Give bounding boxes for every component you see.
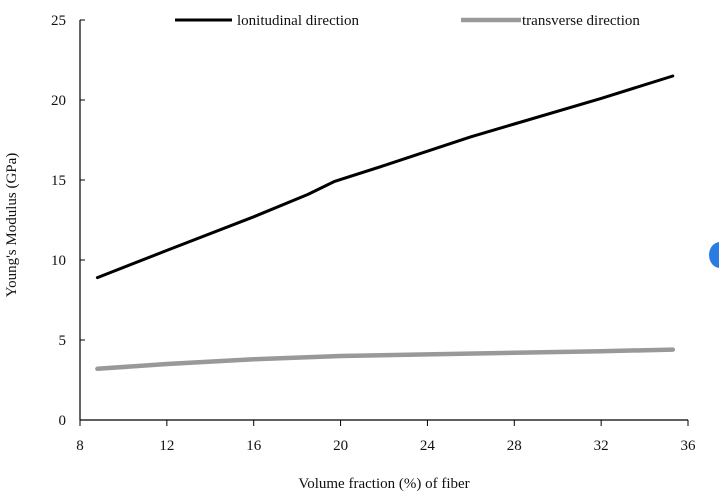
series-line-longitudinal	[95, 74, 675, 280]
y-tick-label: 10	[51, 253, 66, 269]
y-tick-label: 5	[59, 333, 67, 349]
legend-label-transverse: transverse direction	[522, 13, 640, 29]
y-tick-label: 0	[59, 413, 67, 429]
legend: lonitudinal direction transverse directio…	[175, 13, 640, 29]
y-tick-label: 20	[51, 93, 66, 109]
floating-indicator-dot[interactable]	[709, 242, 719, 268]
x-axis-title: Volume fraction (%) of fiber	[298, 476, 469, 492]
series-line-transverse	[95, 347, 676, 372]
series-layer	[95, 74, 676, 372]
y-tick-label: 25	[51, 13, 66, 29]
y-tick-label: 15	[51, 173, 66, 189]
x-tick-label: 28	[507, 438, 522, 454]
x-tick-label: 32	[594, 438, 609, 454]
x-tick-label: 24	[420, 438, 436, 454]
y-axis-title: Young's Modulus (GPa)	[4, 153, 20, 298]
legend-label-longitudinal: lonitudinal direction	[237, 13, 360, 29]
x-tick-label: 36	[681, 438, 697, 454]
x-tick-label: 16	[246, 438, 262, 454]
x-tick-label: 12	[159, 438, 174, 454]
axes: 0 5 10 15 20 25 8 12 16 20 24 28 32 36 Volume fraction…	[4, 13, 696, 492]
x-tick-label: 8	[76, 438, 84, 454]
x-tick-label: 20	[333, 438, 348, 454]
